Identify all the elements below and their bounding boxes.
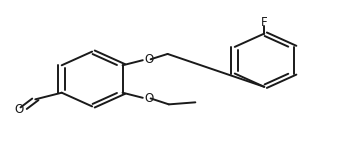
Text: O: O [145,92,154,105]
Text: F: F [261,16,267,29]
Text: O: O [15,103,24,116]
Text: O: O [145,53,154,66]
